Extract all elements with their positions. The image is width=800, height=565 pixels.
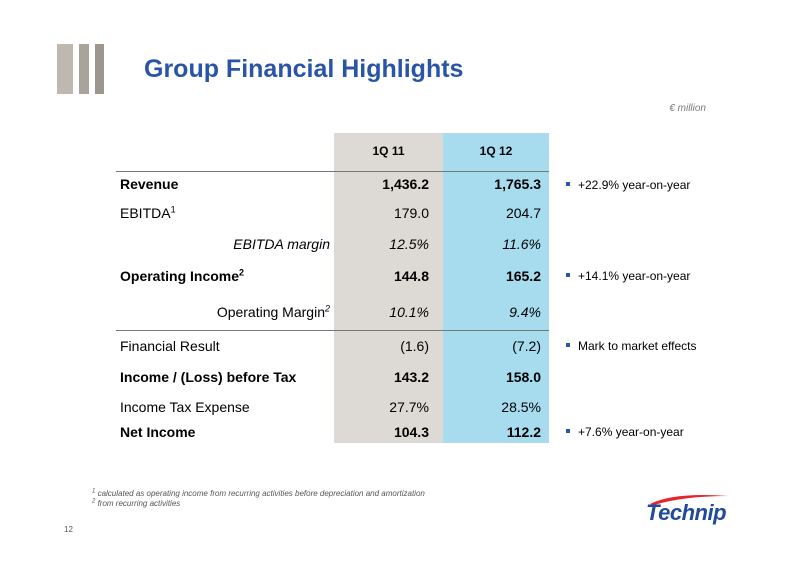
value-1q11: 144.8 [393,268,429,284]
table-row-ebitda: EBITDA1 179.0 204.7 [0,205,800,227]
value-1q12: 1,765.3 [494,176,541,192]
table-top-divider [116,171,549,172]
decorative-bars [57,44,121,94]
bar-3 [95,44,104,94]
row-label: Income Tax Expense [120,399,250,415]
column-1q11-background [334,133,443,443]
value-1q12: 165.2 [505,268,541,284]
unit-label: € million [669,103,706,114]
bullet-icon [566,272,570,277]
table-row-net-income: Net Income 104.3 112.2 [0,424,800,446]
bullet-icon [566,181,570,186]
note-financial-result: Mark to market effects [566,339,696,353]
note-text: +7.6% year-on-year [578,425,684,439]
bar-2 [79,44,89,94]
value-1q11: 143.2 [393,369,429,385]
row-label-text: Operating Margin [216,304,325,320]
row-label: Operating Income2 [120,268,244,284]
footnote-1: 1 calculated as operating income from re… [92,488,425,498]
value-1q12: 112.2 [506,424,541,440]
value-1q11: 12.5% [389,236,429,252]
footnote-ref: 2 [324,303,330,314]
bullet-icon [566,428,570,433]
row-label: EBITDA1 [120,205,176,221]
row-label-text: EBITDA [120,205,171,221]
note-text: Mark to market effects [578,339,697,353]
logo-swoosh-icon [650,495,728,505]
column-1q12-background [443,133,549,443]
footnote-ref: 2 [239,267,245,278]
technip-logo: Technip [644,492,730,532]
footnote-ref: 1 [170,204,176,215]
page-title: Group Financial Highlights [144,55,464,83]
table-row-ebitda-margin: EBITDA margin 12.5% 11.6% [0,236,800,258]
table-row-income-before-tax: Income / (Loss) before Tax 143.2 158.0 [0,369,800,391]
value-1q11: 10.1% [389,304,429,320]
footnote-2: 2 from recurring activities [92,498,181,508]
table-row-operating-income: Operating Income2 144.8 165.2 [0,268,800,290]
note-text: +22.9% year-on-year [578,178,691,192]
footnote-text: calculated as operating income from recu… [97,489,425,498]
row-label: Net Income [120,424,196,440]
value-1q12: 9.4% [509,304,541,320]
note-net-income: +7.6% year-on-year [566,425,684,439]
bullet-icon [566,342,570,347]
footnote-number: 2 [92,498,96,505]
note-text: +14.1% year-on-year [578,269,691,283]
value-1q12: 11.6% [502,236,541,252]
row-label: Income / (Loss) before Tax [120,369,297,385]
footnote-text: from recurring activities [97,499,181,508]
table-row-revenue: Revenue 1,436.2 1,765.3 [0,176,800,198]
value-1q12: (7.2) [512,338,541,354]
row-label: Operating Margin2 [150,304,330,320]
row-label: EBITDA margin [233,236,330,252]
row-label-text: Operating Income [120,268,240,284]
row-label: Revenue [120,176,179,192]
value-1q11: 1,436.2 [382,176,429,192]
row-label: Financial Result [120,338,220,354]
note-revenue: +22.9% year-on-year [566,178,690,192]
note-operating-income: +14.1% year-on-year [566,269,690,283]
value-1q11: 27.7% [389,399,429,415]
footnote-number: 1 [92,488,96,495]
table-mid-divider [116,330,549,331]
value-1q11: 179.0 [393,205,429,221]
bar-1 [57,44,73,94]
page-number: 12 [64,525,73,534]
value-1q12: 204.7 [505,205,541,221]
value-1q12: 28.5% [501,399,541,415]
column-header-1q11: 1Q 11 [372,144,405,158]
logo-wordmark: Technip [646,500,727,525]
table-row-income-tax-expense: Income Tax Expense 27.7% 28.5% [0,399,800,421]
column-header-1q12: 1Q 12 [479,144,513,158]
table-row-financial-result: Financial Result (1.6) (7.2) [0,338,800,360]
value-1q11: 104.3 [393,424,429,440]
value-1q12: 158.0 [505,369,541,385]
table-row-operating-margin: Operating Margin2 10.1% 9.4% [0,304,800,326]
value-1q11: (1.6) [400,338,429,354]
